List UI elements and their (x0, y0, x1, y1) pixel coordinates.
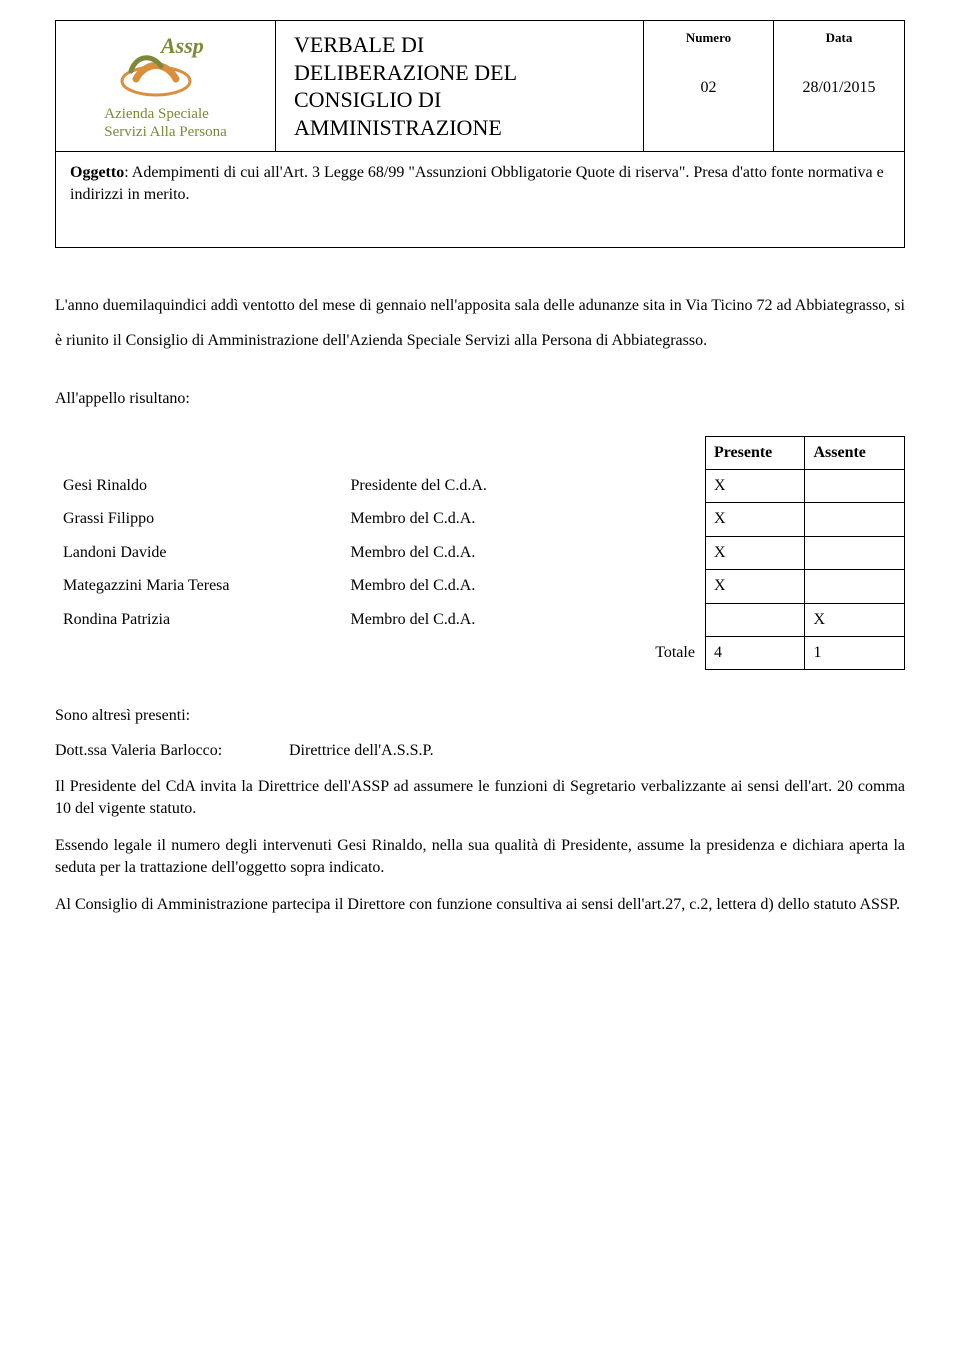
assente-header: Assente (805, 436, 905, 469)
presente-cell: X (705, 469, 805, 502)
numero-value: 02 (701, 77, 717, 99)
logo-cell: Assp Azienda Speciale Servizi Alla Perso… (56, 21, 276, 151)
attendance-table: Presente Assente Gesi Rinaldo Presidente… (55, 436, 905, 671)
consult-paragraph: Al Consiglio di Amministrazione partecip… (55, 894, 905, 916)
gap-cell (641, 603, 705, 636)
numero-cell: Numero 02 (644, 21, 774, 151)
title-line: AMMINISTRAZIONE (294, 114, 625, 142)
totale-presente: 4 (705, 636, 805, 669)
attendance-total-row: Totale 4 1 (55, 636, 905, 669)
attendance-row: Mategazzini Maria Teresa Membro del C.d.… (55, 570, 905, 603)
presente-cell: X (705, 503, 805, 536)
gap-cell (641, 469, 705, 502)
presente-header: Presente (705, 436, 805, 469)
assente-cell (805, 469, 905, 502)
logo-text: Azienda Speciale Servizi Alla Persona (104, 105, 226, 141)
invite-paragraph: Il Presidente del CdA invita la Direttri… (55, 776, 905, 821)
assente-cell (805, 570, 905, 603)
subject-row: Oggetto: Adempimenti di cui all'Art. 3 L… (55, 152, 905, 248)
attendance-row: Grassi Filippo Membro del C.d.A. X (55, 503, 905, 536)
gap-cell (641, 570, 705, 603)
legal-paragraph: Essendo legale il numero degli intervenu… (55, 835, 905, 880)
assente-cell: X (805, 603, 905, 636)
blank-cell (55, 636, 342, 669)
data-value: 28/01/2015 (803, 77, 876, 99)
assente-cell (805, 503, 905, 536)
also-present-intro: Sono altresì presenti: (55, 705, 905, 727)
totale-assente: 1 (805, 636, 905, 669)
member-name: Mategazzini Maria Teresa (55, 570, 342, 603)
member-role: Membro del C.d.A. (342, 570, 641, 603)
member-name: Landoni Davide (55, 536, 342, 569)
title-line: DELIBERAZIONE DEL (294, 59, 625, 87)
gap-cell (641, 536, 705, 569)
title-line: CONSIGLIO DI (294, 86, 625, 114)
assp-logo-icon: Assp (101, 31, 231, 101)
svg-text:Assp: Assp (159, 33, 204, 58)
also-present-role: Direttrice dell'A.S.S.P. (289, 742, 434, 759)
subject-body: : Adempimenti di cui all'Art. 3 Legge 68… (70, 164, 884, 203)
document-header: Assp Azienda Speciale Servizi Alla Perso… (55, 20, 905, 152)
attendance-row: Landoni Davide Membro del C.d.A. X (55, 536, 905, 569)
attendance-row: Gesi Rinaldo Presidente del C.d.A. X (55, 469, 905, 502)
presente-cell: X (705, 536, 805, 569)
member-role: Presidente del C.d.A. (342, 469, 641, 502)
blank-header (342, 436, 641, 469)
attendance-row: Rondina Patrizia Membro del C.d.A. X (55, 603, 905, 636)
blank-header (55, 436, 342, 469)
member-role: Membro del C.d.A. (342, 536, 641, 569)
member-role: Membro del C.d.A. (342, 503, 641, 536)
document-title-cell: VERBALE DI DELIBERAZIONE DEL CONSIGLIO D… (276, 21, 644, 151)
data-label: Data (826, 29, 853, 47)
intro-paragraph: L'anno duemilaquindici addì ventotto del… (55, 288, 905, 358)
subject-label: Oggetto (70, 164, 124, 181)
assente-cell (805, 536, 905, 569)
data-cell: Data 28/01/2015 (774, 21, 904, 151)
member-name: Grassi Filippo (55, 503, 342, 536)
numero-label: Numero (686, 29, 731, 47)
member-role: Membro del C.d.A. (342, 603, 641, 636)
totale-label: Totale (641, 636, 705, 669)
presente-cell: X (705, 570, 805, 603)
blank-cell (342, 636, 641, 669)
also-present-person: Dott.ssa Valeria Barlocco: (55, 740, 285, 762)
also-present-line: Dott.ssa Valeria Barlocco: Direttrice de… (55, 740, 905, 762)
blank-header (641, 436, 705, 469)
member-name: Rondina Patrizia (55, 603, 342, 636)
title-line: VERBALE DI (294, 31, 625, 59)
also-present-section: Sono altresì presenti: Dott.ssa Valeria … (55, 705, 905, 762)
appello-line: All'appello risultano: (55, 388, 905, 410)
logo-line2: Servizi Alla Persona (104, 124, 226, 140)
attendance-header-row: Presente Assente (55, 436, 905, 469)
gap-cell (641, 503, 705, 536)
subject-text: Oggetto: Adempimenti di cui all'Art. 3 L… (70, 162, 890, 207)
presente-cell (705, 603, 805, 636)
logo-line1: Azienda Speciale (104, 106, 209, 122)
member-name: Gesi Rinaldo (55, 469, 342, 502)
